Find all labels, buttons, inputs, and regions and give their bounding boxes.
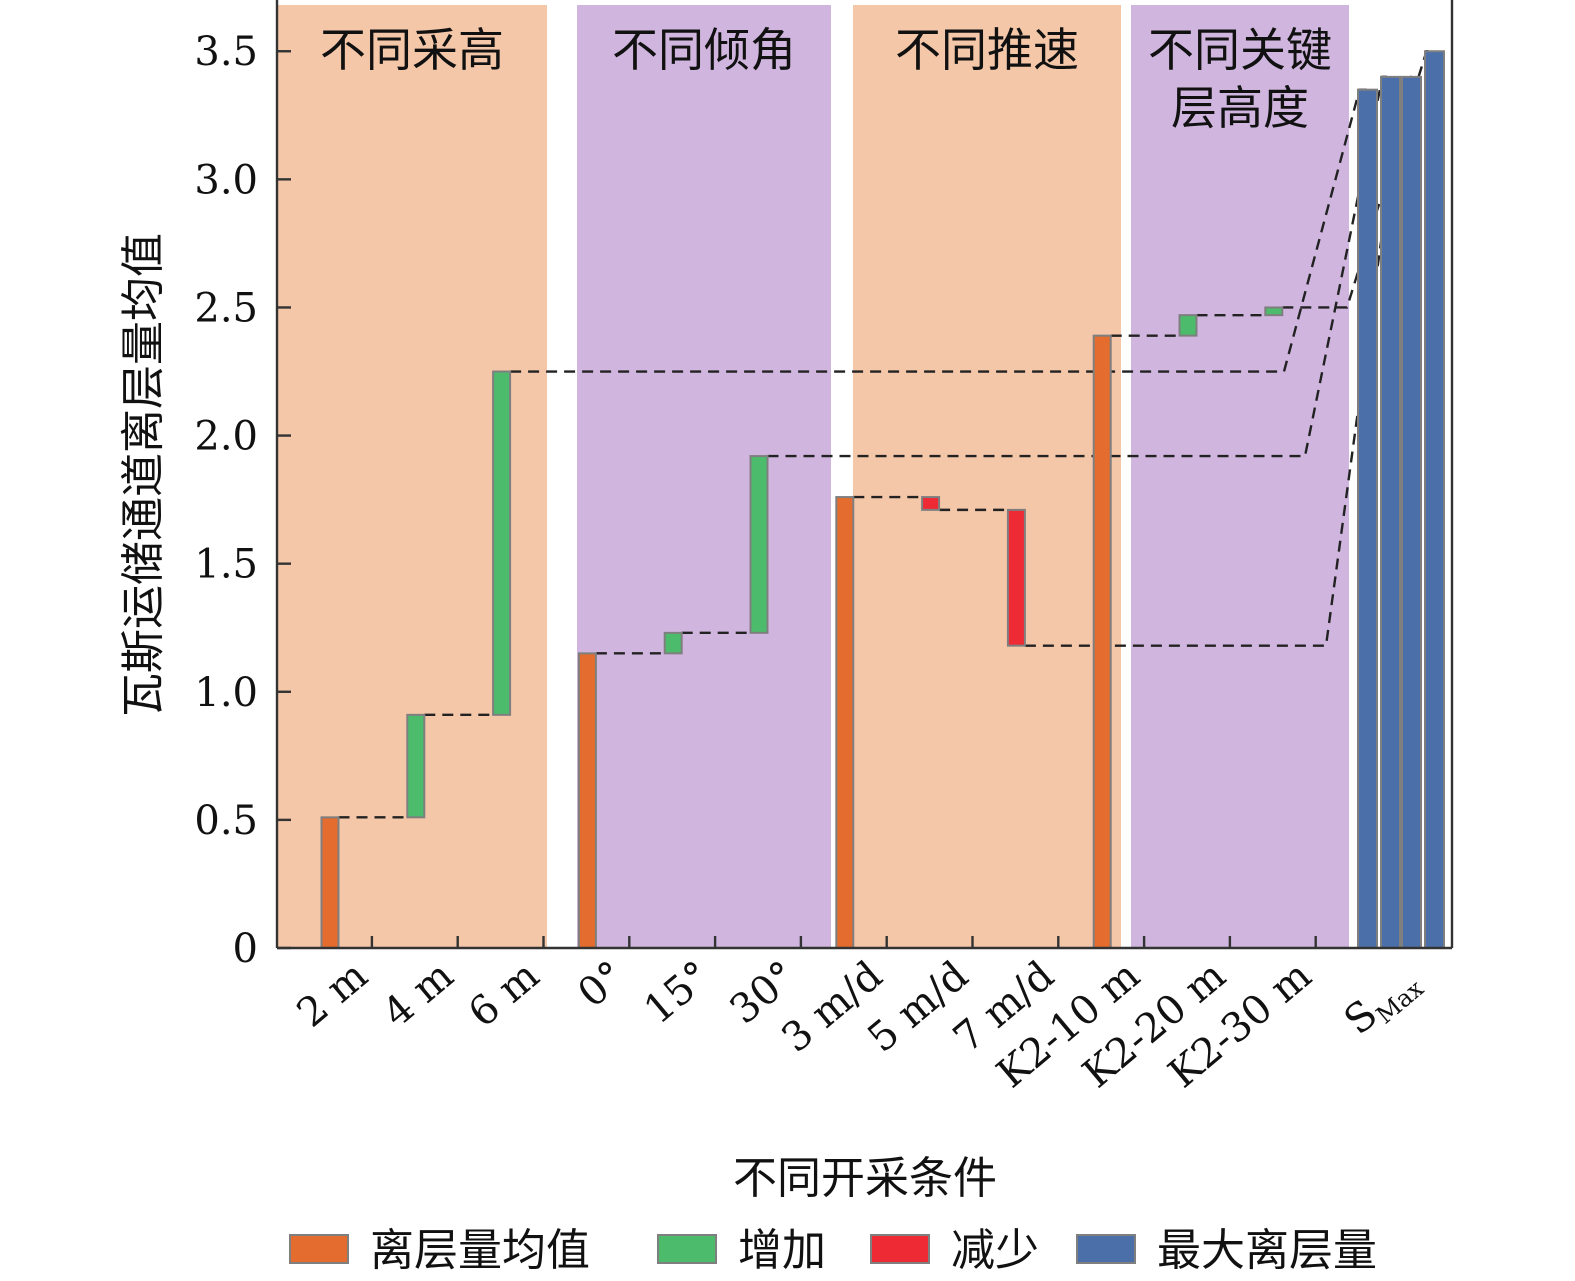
region-title: 不同推速 xyxy=(895,23,1079,77)
legend-label: 减少 xyxy=(951,1225,1039,1276)
x-axis-title: 不同开采条件 xyxy=(733,1153,997,1204)
legend-swatch-base xyxy=(289,1234,349,1264)
bar-increase xyxy=(663,631,683,655)
y-tick-label: 1.0 xyxy=(194,670,258,716)
bar-max xyxy=(1357,88,1378,950)
legend-label: 离层量均值 xyxy=(370,1225,590,1276)
y-tick-label: 0 xyxy=(233,926,258,972)
bar-max xyxy=(1401,75,1422,949)
smax-connector-line xyxy=(1024,75,1412,647)
y-axis-title: 瓦斯运储通道离层量均值 xyxy=(118,233,169,717)
region-title: 不同关键 xyxy=(1148,23,1332,77)
bar-increase xyxy=(406,713,426,819)
bars xyxy=(320,50,1445,950)
y-tick-label: 1.5 xyxy=(194,542,258,588)
region-background xyxy=(853,5,1121,948)
x-tick-label: 6 m xyxy=(460,952,548,1036)
region-backgrounds xyxy=(277,5,1349,948)
legend-swatch-increase xyxy=(657,1234,717,1264)
x-tick-label-smax: SMax xyxy=(1336,957,1430,1047)
legend: 离层量均值 增加 减少 最大离层量 xyxy=(289,1225,1377,1276)
x-tick-label: 5 m/d xyxy=(859,952,977,1061)
legend-swatch-max xyxy=(1076,1234,1136,1264)
x-tick-label: 3 m/d xyxy=(773,952,891,1061)
x-tick-label: 4 m xyxy=(374,952,462,1036)
region-title: 不同采高 xyxy=(320,23,504,77)
y-tick-label: 3.0 xyxy=(194,157,258,203)
bar-base xyxy=(1092,334,1112,949)
bar-decrease xyxy=(1006,508,1026,647)
bar-increase xyxy=(1178,314,1198,337)
region-title: 层高度 xyxy=(1171,81,1309,135)
bar-increase xyxy=(749,455,769,634)
bar-decrease xyxy=(921,496,941,511)
legend-label: 增加 xyxy=(738,1225,826,1276)
bar-increase xyxy=(492,370,512,716)
x-tick-label: 15° xyxy=(636,952,720,1033)
y-tick-label: 0.5 xyxy=(194,798,258,844)
bar-max xyxy=(1424,50,1445,950)
bar-base xyxy=(835,496,855,949)
bar-max xyxy=(1380,75,1401,949)
region-background xyxy=(577,5,831,948)
bar-base xyxy=(577,652,597,950)
x-tick-label: 2 m xyxy=(289,952,377,1036)
x-tick-label: 0° xyxy=(569,952,633,1016)
y-tick-label: 3.5 xyxy=(194,29,258,75)
legend-label: 最大离层量 xyxy=(1157,1225,1377,1276)
bar-base xyxy=(320,816,340,949)
y-tick-label: 2.0 xyxy=(194,414,258,460)
bar-increase xyxy=(1264,306,1284,317)
region-background xyxy=(1131,5,1349,948)
y-tick-label: 2.5 xyxy=(194,285,258,331)
legend-swatch-decrease xyxy=(870,1234,930,1264)
region-title: 不同倾角 xyxy=(612,23,796,77)
